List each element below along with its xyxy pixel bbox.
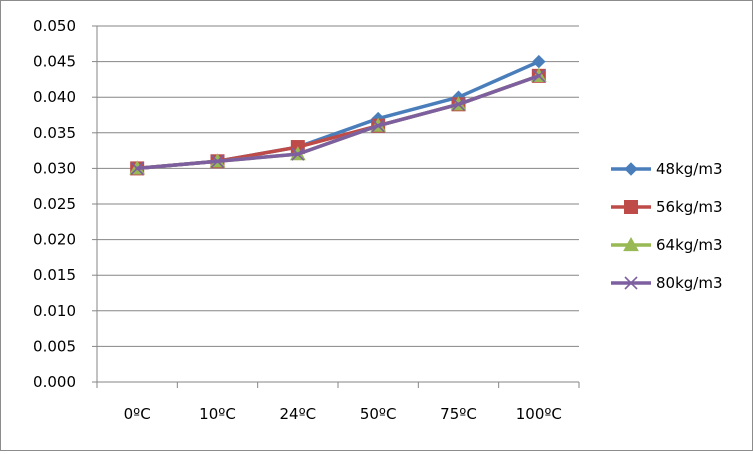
x-tick-label: 10ºC — [199, 405, 236, 423]
y-tick-label: 0.050 — [33, 17, 76, 35]
legend-label: 64kg/m3 — [656, 236, 723, 254]
legend-item: 48kg/m3 — [611, 160, 723, 178]
data-point — [291, 147, 305, 161]
x-tick-label: 24ºC — [280, 405, 317, 423]
y-tick-label: 0.020 — [33, 231, 76, 249]
data-point — [130, 161, 144, 175]
y-tick-label: 0.035 — [33, 124, 76, 142]
y-tick-label: 0.005 — [33, 337, 76, 355]
series-48kg/m3 — [130, 54, 546, 176]
y-tick-label: 0.010 — [33, 302, 76, 320]
series-line — [135, 59, 541, 171]
y-tick-label: 0.015 — [33, 266, 76, 284]
series-80kg/m3 — [130, 69, 546, 175]
legend-marker — [624, 276, 638, 290]
legend-marker — [624, 200, 638, 214]
legend-label: 56kg/m3 — [656, 198, 723, 216]
legend: 48kg/m3 56kg/m3 64kg/m3 80kg/m3 — [611, 160, 723, 292]
x-tick-label: 50ºC — [360, 405, 397, 423]
series-line — [135, 74, 541, 171]
x-tick-label: 100ºC — [516, 405, 562, 423]
series — [129, 54, 547, 176]
legend-item: 64kg/m3 — [611, 236, 723, 254]
legend-marker — [624, 162, 638, 176]
y-tick-label: 0.030 — [33, 159, 76, 177]
data-point — [532, 54, 546, 69]
legend-item: 80kg/m3 — [611, 274, 723, 292]
data-point — [210, 154, 225, 168]
gridlines — [97, 25, 579, 347]
x-tick-label: 75ºC — [440, 405, 477, 423]
axes: 0.000 0.005 0.010 0.015 0.020 0.025 0.030 0.035… — [33, 17, 580, 423]
legend-marker — [623, 236, 639, 252]
data-point — [451, 97, 466, 111]
legend-label: 80kg/m3 — [656, 274, 723, 292]
legend-item: 56kg/m3 — [611, 198, 723, 216]
data-point — [532, 69, 546, 83]
legend-label: 48kg/m3 — [656, 160, 723, 178]
y-tick-label: 0.040 — [33, 88, 76, 106]
y-tick-label: 0.000 — [33, 373, 76, 391]
y-tick-label: 0.025 — [33, 195, 76, 213]
x-tick-label: 0ºC — [124, 405, 151, 423]
data-point — [371, 119, 385, 133]
y-tick-label: 0.045 — [33, 53, 76, 71]
